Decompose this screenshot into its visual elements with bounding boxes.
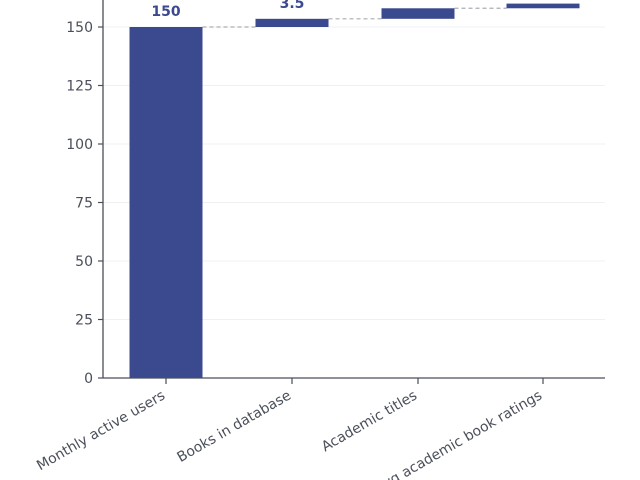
x-tick-label: Academic titles <box>319 388 420 456</box>
bar-4 <box>506 3 580 9</box>
y-tick-label: 150 <box>66 20 93 36</box>
axes <box>102 0 605 379</box>
x-axis-ticks: Monthly active users Books in database Aca… <box>34 378 545 480</box>
y-tick-label: 0 <box>84 371 93 387</box>
bar-2 <box>255 18 329 27</box>
x-tick-label: Books in database <box>175 388 294 466</box>
bar-3 <box>381 8 455 19</box>
bars <box>129 3 580 378</box>
x-tick-label: Monthly active users <box>34 388 168 475</box>
data-label-2: 3.5 <box>280 0 305 12</box>
y-tick-label: 100 <box>66 137 93 153</box>
y-tick-label: 50 <box>75 254 93 270</box>
y-tick-label: 25 <box>75 313 93 329</box>
connectors <box>202 7 507 28</box>
y-tick-label: 125 <box>66 79 93 95</box>
data-labels: 150 3.5 <box>151 0 304 20</box>
y-axis-ticks: 0 25 50 75 100 125 150 <box>66 20 103 387</box>
data-label-1: 150 <box>151 4 180 20</box>
y-tick-label: 75 <box>75 196 93 212</box>
bar-1 <box>129 27 203 378</box>
